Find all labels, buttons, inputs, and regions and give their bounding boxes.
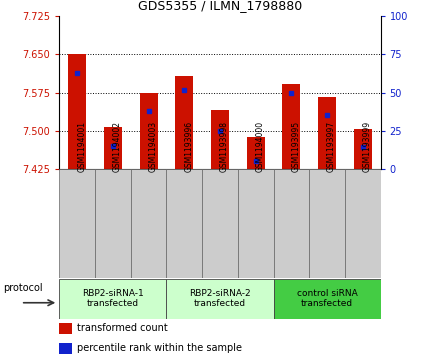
Text: GSM1193998: GSM1193998	[220, 121, 229, 172]
Bar	[68, 54, 86, 169]
Bar	[211, 110, 229, 169]
Bar	[166, 169, 202, 278]
Bar	[309, 169, 345, 278]
Text: percentile rank within the sample: percentile rank within the sample	[77, 343, 242, 353]
Text: protocol: protocol	[3, 283, 43, 293]
Text: RBP2-siRNA-2
transfected: RBP2-siRNA-2 transfected	[189, 289, 251, 308]
Bar	[274, 169, 309, 278]
Bar	[238, 169, 274, 278]
Bar	[131, 169, 166, 278]
Bar	[282, 85, 300, 169]
Bar	[139, 93, 158, 169]
Bar	[166, 278, 274, 319]
Text: RBP2-siRNA-1
transfected: RBP2-siRNA-1 transfected	[82, 289, 144, 308]
Bar	[247, 137, 264, 169]
Bar	[59, 169, 95, 278]
Bar	[274, 278, 381, 319]
Bar	[354, 129, 372, 169]
Title: GDS5355 / ILMN_1798880: GDS5355 / ILMN_1798880	[138, 0, 302, 12]
Bar	[59, 343, 72, 354]
Text: GSM1193999: GSM1193999	[363, 121, 372, 172]
Text: GSM1193996: GSM1193996	[184, 121, 193, 172]
Text: GSM1194000: GSM1194000	[256, 121, 265, 172]
Text: control siRNA
transfected: control siRNA transfected	[297, 289, 357, 308]
Bar	[59, 323, 72, 334]
Text: GSM1194002: GSM1194002	[113, 121, 122, 172]
Bar	[318, 97, 336, 169]
Bar	[104, 127, 122, 169]
Bar	[95, 169, 131, 278]
Text: GSM1194003: GSM1194003	[149, 121, 158, 172]
Bar	[59, 278, 166, 319]
Text: transformed count: transformed count	[77, 323, 168, 333]
Bar	[176, 76, 193, 169]
Text: GSM1193995: GSM1193995	[291, 121, 301, 172]
Text: GSM1194001: GSM1194001	[77, 121, 86, 172]
Bar	[202, 169, 238, 278]
Text: GSM1193997: GSM1193997	[327, 121, 336, 172]
Bar	[345, 169, 381, 278]
